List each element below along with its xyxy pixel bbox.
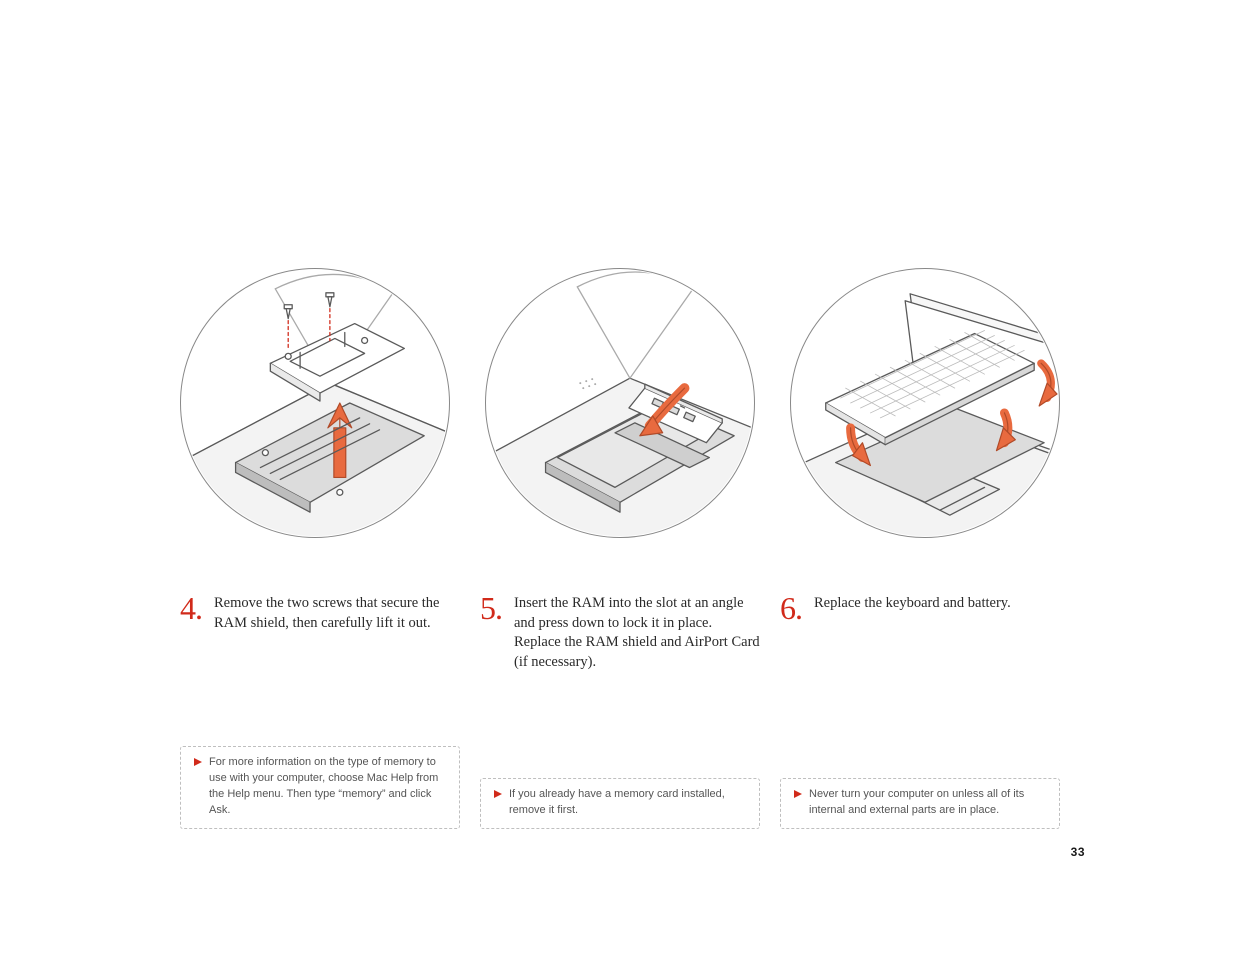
tip-text: If you already have a memory card instal… xyxy=(509,787,747,819)
tip-text: Never turn your computer on unless all o… xyxy=(809,787,1047,819)
manual-page: 4. Remove the two screws that secure the… xyxy=(0,0,1235,954)
step-number: 6. xyxy=(780,592,814,624)
diagram-keyboard-replace xyxy=(791,269,1059,537)
tip-text: For more information on the type of memo… xyxy=(209,755,447,819)
step-text: Insert the RAM into the slot at an angle… xyxy=(514,592,760,672)
page-number: 33 xyxy=(1071,845,1085,859)
tip-box-1: For more information on the type of memo… xyxy=(180,746,460,829)
step-number: 5. xyxy=(480,592,514,624)
step-6: 6. Replace the keyboard and battery. xyxy=(780,592,1060,672)
diagram-step-4 xyxy=(180,268,450,538)
triangle-bullet-icon xyxy=(493,789,503,799)
tip-box-2: If you already have a memory card instal… xyxy=(480,778,760,829)
steps-row: 4. Remove the two screws that secure the… xyxy=(180,592,1060,672)
triangle-bullet-icon xyxy=(193,757,203,767)
step-number: 4. xyxy=(180,592,214,624)
step-text: Replace the keyboard and battery. xyxy=(814,592,1011,614)
diagram-insert-ram xyxy=(486,269,754,537)
tips-row: For more information on the type of memo… xyxy=(180,746,1060,829)
step-5: 5. Insert the RAM into the slot at an an… xyxy=(480,592,760,672)
diagram-step-6 xyxy=(790,268,1060,538)
tip-box-3: Never turn your computer on unless all o… xyxy=(780,778,1060,829)
step-4: 4. Remove the two screws that secure the… xyxy=(180,592,460,672)
diagram-step-5 xyxy=(485,268,755,538)
step-text: Remove the two screws that secure the RA… xyxy=(214,592,460,633)
diagram-row xyxy=(180,268,1060,538)
diagram-ram-shield xyxy=(181,269,449,537)
triangle-bullet-icon xyxy=(793,789,803,799)
